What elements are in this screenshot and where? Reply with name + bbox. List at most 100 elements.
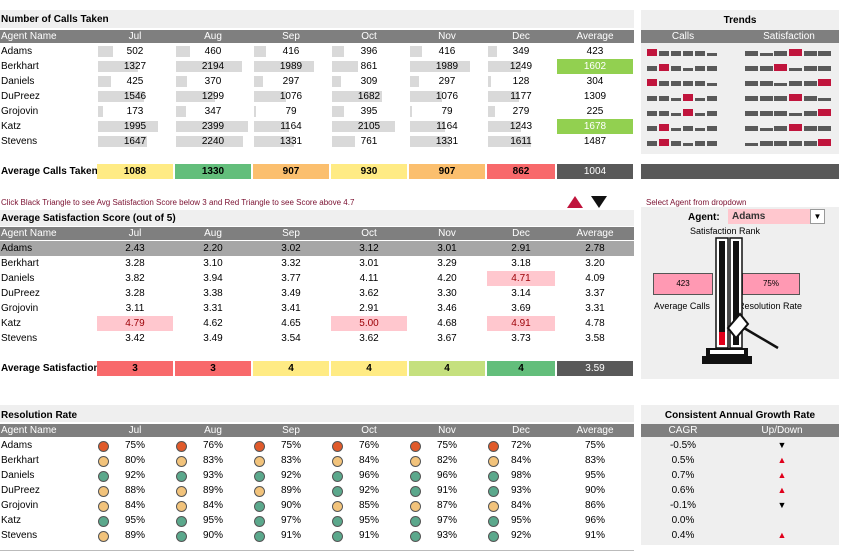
agent-resolution-box: 75% [742,273,800,295]
table-row: Grojovin 173 347 79 395 79 279 225 [0,104,634,119]
table-row: Berkhart 80% 83% 83% 84% 82% 84% 83% [0,453,634,468]
sparkline-bar [774,141,787,146]
data-bar [488,121,521,132]
table-row: DuPreez 1546 1299 1076 1682 1076 1177 1309 [0,89,634,104]
table-cell: 84% [358,455,379,466]
header-col-3: Sep [282,425,300,436]
sparkline-bar [804,141,817,146]
status-dot-icon [176,531,187,542]
average-cell: 4 [331,361,407,376]
trends-footer-bar [641,164,839,179]
agent-name: Stevens [1,136,38,147]
cagr-row: -0.5% ▼ [641,438,839,453]
sparkline-bar [818,126,831,131]
calls-average-row: Average Calls Taken 1088 1330 907 930 907 862 1… [0,164,634,179]
status-dot-icon [176,441,187,452]
sparkline-bar [760,66,773,71]
sparkline-bar [804,126,817,131]
data-bar [332,106,344,117]
status-dot-icon [254,456,265,467]
table-cell: 1331 [435,136,459,147]
sparkline-bar [818,66,831,71]
agent-dropdown-button[interactable]: ▼ [810,209,825,224]
sparkline-bar [671,81,681,86]
data-bar [254,46,266,57]
table-row: Daniels 3.82 3.94 3.77 4.11 4.20 4.71 4.09 [0,271,634,286]
average-cell: 90% [584,485,605,496]
table-cell: 1177 [510,91,532,102]
status-dot-icon [332,441,343,452]
agent-select-value[interactable]: Adams [728,209,810,224]
header-col-4: Oct [361,228,377,239]
sparkline-bar [804,96,817,101]
table-cell: 3.10 [203,258,223,269]
status-dot-icon [332,501,343,512]
status-dot-icon [332,516,343,527]
average-cell: 3.37 [585,288,605,299]
sparkline-bar [659,81,669,86]
sparkline-bar [659,96,669,101]
table-cell: 3.28 [125,258,145,269]
status-dot-icon [488,471,499,482]
red-triangle-button[interactable] [566,195,584,209]
agent-name: Daniels [1,76,35,87]
agent-name: Daniels [1,273,35,284]
cagr-row: 0.4% ▲ [641,528,839,543]
agent-name: Katz [1,121,22,132]
status-dot-icon [176,486,187,497]
agent-name: Adams [1,440,33,451]
table-cell: 89% [124,530,145,541]
data-bar [488,136,531,147]
gauge-rank-fill [719,332,725,345]
table-cell: 91% [280,530,301,541]
sparkline-bar [671,66,681,71]
sparkline-bar [671,128,681,131]
black-triangle-button[interactable] [590,195,608,209]
table-row: Daniels 92% 93% 92% 96% 96% 98% 95% [0,468,634,483]
data-bar [488,91,519,102]
sparkline-bar [683,51,693,56]
table-row: Stevens 89% 90% 91% 91% 93% 92% 91% [0,528,634,543]
table-cell: 2105 [357,121,381,132]
header-col-5: Nov [438,31,456,42]
sparkline-bar [774,111,787,116]
sparkline-bar [745,111,758,116]
status-dot-icon [488,456,499,467]
table-cell: 98% [510,470,531,481]
data-bar [410,76,419,87]
calls-title-bg [0,10,634,28]
sparkline-bar [774,83,787,86]
table-cell: 4.62 [203,318,223,329]
sparkline-bar [818,79,831,86]
data-bar [254,76,263,87]
arrow-up-icon: ▲ [777,455,787,465]
table-cell: 3.38 [203,288,223,299]
table-row: Grojovin 84% 84% 90% 85% 87% 84% 86% [0,498,634,513]
sparkline [647,135,719,148]
average-cell: 930 [331,164,407,179]
average-cell: 4 [253,361,329,376]
data-bar [98,46,113,57]
table-cell: 2399 [201,121,225,132]
status-dot-icon [176,516,187,527]
satisfaction-average-row: Average Satisfaction 3 3 4 4 4 4 3.59 [0,361,634,376]
table-cell: 349 [512,46,530,57]
table-cell: 128 [512,76,530,87]
table-cell: 3.94 [203,273,223,284]
table-cell: 79 [441,106,453,117]
status-dot-icon [410,441,421,452]
average-cell: 86% [584,500,605,511]
table-cell: 1995 [123,121,147,132]
sparkline-bar [745,143,758,146]
sparkline-bar [804,51,817,56]
arrow-down-icon: ▼ [777,440,787,450]
header-col-0: Agent Name [1,228,57,239]
status-dot-icon [98,456,109,467]
sparkline-bar [789,81,802,86]
data-bar [176,136,243,147]
cagr-col-cagr: CAGR [668,425,698,436]
average-cell: 91% [584,530,605,541]
status-dot-icon [254,531,265,542]
arrow-down-icon: ▼ [777,500,787,510]
agent-name: Katz [1,515,22,526]
